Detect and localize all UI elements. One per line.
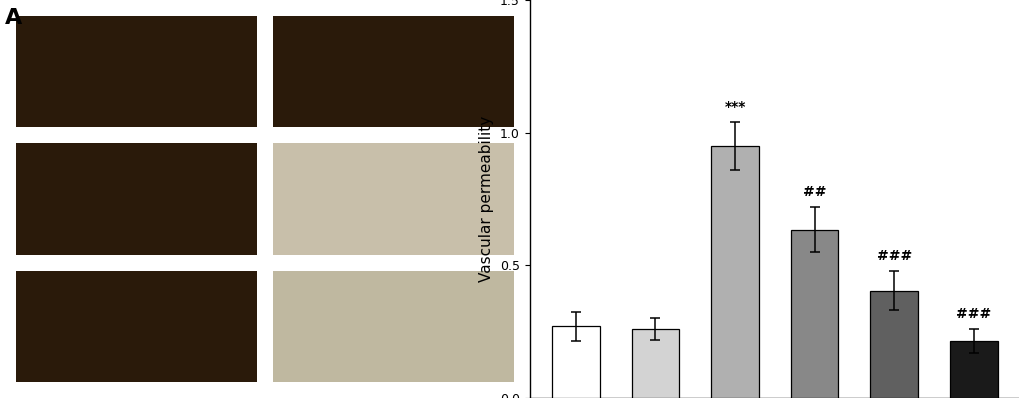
Y-axis label: Vascular permeability: Vascular permeability (479, 116, 494, 282)
FancyBboxPatch shape (16, 143, 257, 255)
Bar (710, 146, 758, 398)
Text: A: A (5, 8, 22, 28)
Bar (631, 329, 679, 398)
FancyBboxPatch shape (272, 271, 514, 382)
Bar (551, 326, 599, 398)
Bar (869, 291, 917, 398)
Bar (790, 230, 838, 398)
FancyBboxPatch shape (16, 271, 257, 382)
Text: ###: ### (875, 249, 911, 263)
Text: ###: ### (955, 307, 990, 321)
FancyBboxPatch shape (16, 16, 257, 127)
Text: GE(20mg/kg): GE(20mg/kg) (534, 192, 626, 206)
Text: GE(10mg/kg): GE(10mg/kg) (534, 64, 627, 79)
Text: ##: ## (802, 185, 825, 199)
FancyBboxPatch shape (272, 16, 514, 127)
Text: GE(40mg/kg): GE(40mg/kg) (534, 319, 626, 334)
Bar (949, 341, 997, 398)
Text: ***: *** (723, 100, 745, 114)
FancyBboxPatch shape (272, 143, 514, 255)
